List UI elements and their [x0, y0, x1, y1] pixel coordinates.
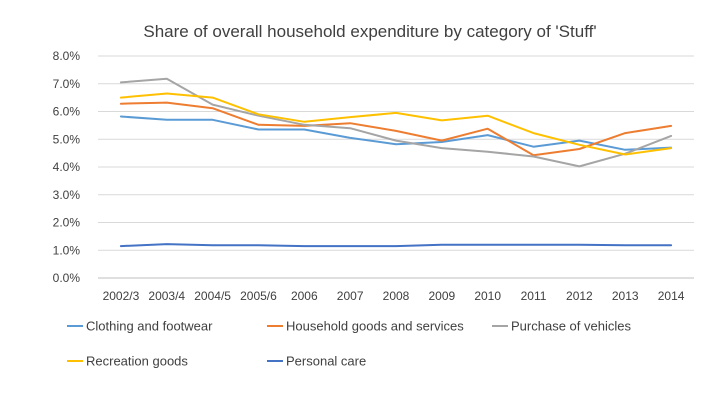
y-tick-label: 4.0% [53, 160, 81, 174]
legend: Clothing and footwear Household goods and… [67, 319, 631, 369]
y-tick-label: 3.0% [53, 188, 81, 202]
x-tick-label: 2010 [474, 289, 501, 303]
series-line-clothing-and-footwear [119, 115, 673, 151]
x-tick-label: 2012 [566, 289, 593, 303]
legend-label: Household goods and services [286, 319, 464, 334]
y-axis-ticks: 0.0% 1.0% 2.0% 3.0% 4.0% 5.0% 6.0% 7.0% 8.0% [53, 49, 81, 285]
y-tick-label: 8.0% [53, 49, 81, 63]
legend-item: Clothing and footwear [67, 319, 213, 334]
x-tick-label: 2014 [658, 289, 685, 303]
series-line-purchase-of-vehicles [119, 77, 673, 168]
x-tick-label: 2008 [383, 289, 410, 303]
gridlines [98, 55, 694, 279]
legend-item: Purchase of vehicles [492, 319, 631, 334]
y-tick-label: 5.0% [53, 132, 81, 146]
x-tick-label: 2007 [337, 289, 364, 303]
legend-label: Personal care [286, 354, 366, 369]
x-tick-label: 2003/4 [148, 289, 185, 303]
x-tick-label: 2013 [612, 289, 639, 303]
series-line-household-goods-and-services [119, 101, 673, 157]
legend-item: Personal care [267, 354, 366, 369]
x-tick-label: 2009 [428, 289, 455, 303]
x-tick-label: 2011 [521, 289, 547, 303]
x-tick-label: 2004/5 [194, 289, 231, 303]
x-axis-ticks: 2002/3 2003/4 2004/5 2005/6 2006 2007 2008 2009… [103, 289, 685, 303]
y-tick-label: 7.0% [53, 77, 81, 91]
y-tick-label: 1.0% [53, 243, 81, 257]
legend-item: Recreation goods [67, 354, 188, 369]
legend-label: Clothing and footwear [86, 319, 213, 334]
y-tick-label: 6.0% [53, 105, 81, 119]
x-tick-label: 2005/6 [240, 289, 277, 303]
legend-label: Purchase of vehicles [511, 319, 631, 334]
x-tick-label: 2006 [291, 289, 318, 303]
y-tick-label: 2.0% [53, 216, 81, 230]
x-tick-label: 2002/3 [103, 289, 140, 303]
legend-label: Recreation goods [86, 354, 188, 369]
series-line-personal-care [119, 243, 673, 248]
series-line-recreation-goods [119, 92, 673, 156]
y-tick-label: 0.0% [53, 271, 81, 285]
legend-item: Household goods and services [267, 319, 464, 334]
chart-title: Share of overall household expenditure b… [143, 22, 596, 41]
series-lines [119, 77, 673, 248]
